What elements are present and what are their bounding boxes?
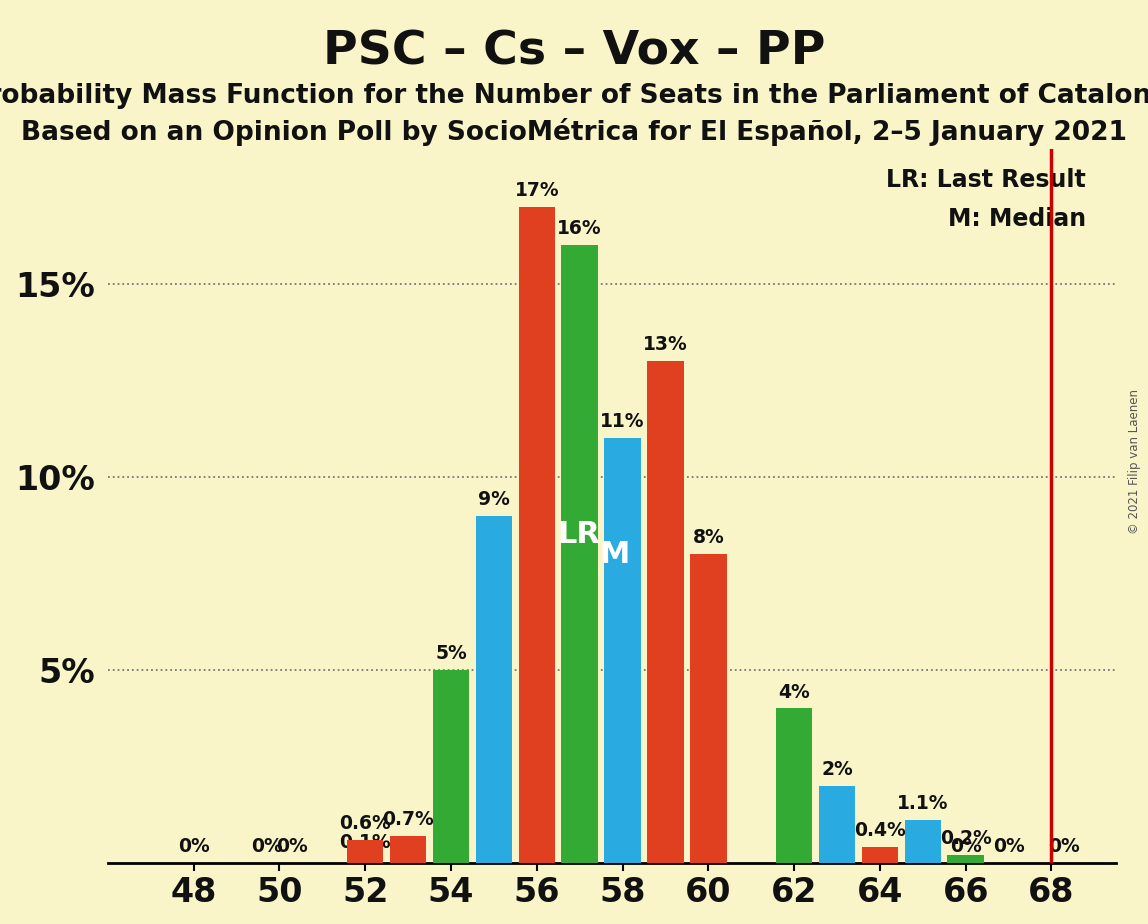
- Text: 1.1%: 1.1%: [897, 795, 948, 813]
- Text: 11%: 11%: [600, 412, 645, 432]
- Bar: [776, 709, 813, 863]
- Text: 8%: 8%: [692, 529, 724, 547]
- Text: 0%: 0%: [178, 837, 210, 856]
- Bar: [947, 855, 984, 863]
- Text: 2%: 2%: [821, 760, 853, 779]
- Bar: [347, 840, 383, 863]
- Bar: [475, 516, 512, 863]
- Text: M: M: [599, 540, 630, 568]
- Text: 0.6%: 0.6%: [340, 814, 391, 833]
- Bar: [561, 246, 598, 863]
- Text: 0.4%: 0.4%: [854, 821, 906, 841]
- Text: 5%: 5%: [435, 644, 467, 663]
- Text: Probability Mass Function for the Number of Seats in the Parliament of Catalonia: Probability Mass Function for the Number…: [0, 83, 1148, 109]
- Bar: [647, 361, 684, 863]
- Text: 0.7%: 0.7%: [382, 809, 434, 829]
- Bar: [519, 207, 554, 863]
- Text: PSC – Cs – Vox – PP: PSC – Cs – Vox – PP: [323, 30, 825, 75]
- Text: 0.1%: 0.1%: [340, 833, 391, 852]
- Bar: [390, 836, 426, 863]
- Text: 0%: 0%: [949, 837, 982, 856]
- Text: M: Median: M: Median: [947, 207, 1086, 231]
- Text: 0%: 0%: [1048, 837, 1080, 856]
- Bar: [690, 554, 727, 863]
- Bar: [819, 785, 855, 863]
- Text: 16%: 16%: [558, 220, 602, 238]
- Text: 0%: 0%: [993, 837, 1024, 856]
- Text: 0%: 0%: [250, 837, 282, 856]
- Text: 4%: 4%: [778, 683, 810, 701]
- Text: LR: Last Result: LR: Last Result: [886, 168, 1086, 192]
- Text: Based on an Opinion Poll by SocioMétrica for El Español, 2–5 January 2021: Based on an Opinion Poll by SocioMétrica…: [21, 118, 1127, 146]
- Text: 13%: 13%: [643, 335, 688, 354]
- Bar: [433, 670, 470, 863]
- Bar: [862, 847, 898, 863]
- Text: 0.2%: 0.2%: [940, 829, 992, 848]
- Bar: [347, 859, 383, 863]
- Bar: [604, 438, 641, 863]
- Text: LR: LR: [557, 520, 599, 550]
- Text: 9%: 9%: [478, 490, 510, 508]
- Text: 17%: 17%: [514, 181, 559, 200]
- Text: 0%: 0%: [277, 837, 308, 856]
- Bar: [905, 821, 941, 863]
- Text: © 2021 Filip van Laenen: © 2021 Filip van Laenen: [1127, 390, 1141, 534]
